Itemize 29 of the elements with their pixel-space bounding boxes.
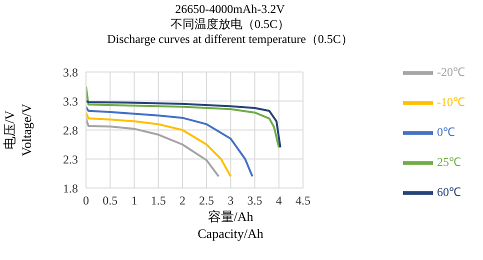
x-tick-label: 0.5 — [102, 194, 118, 208]
legend-label: 25℃ — [437, 154, 461, 169]
x-tick-label: 2 — [179, 194, 186, 208]
y-tick-label: 1.8 — [63, 181, 78, 196]
x-tick-label: 4 — [276, 194, 282, 208]
x-tick-label: 3 — [228, 194, 234, 208]
y-tick-label: 3.8 — [63, 65, 78, 80]
chart-subtitle: 不同温度放电（0.5C） Discharge curves at different temperature（0.5C） — [106, 17, 354, 47]
line-series — [86, 117, 220, 178]
x-tick-label: 1 — [131, 194, 138, 208]
x-tick-label: 1.5 — [150, 194, 166, 208]
legend-label: -20℃ — [437, 64, 465, 79]
x-tick-label: 0 — [83, 194, 89, 208]
line-series — [86, 86, 280, 148]
y-tick-label: 3.3 — [63, 94, 78, 108]
chart-title: 26650-4000mAh-3.2V — [174, 2, 286, 17]
x-axis-title: 容量/Ah Capacity/Ah — [196, 208, 264, 242]
legend-label: -10℃ — [437, 94, 465, 109]
y-axis-title: 电压/V Voltage/V — [1, 102, 35, 158]
legend-label: 60℃ — [437, 184, 461, 199]
x-tick-label: 3.5 — [247, 194, 262, 208]
line-series — [86, 112, 232, 178]
x-tick-label: 2.5 — [199, 194, 214, 208]
y-tick-label: 2.8 — [63, 123, 78, 138]
x-tick-label: 4.5 — [296, 194, 310, 208]
line-series — [86, 100, 282, 148]
line-series — [86, 106, 254, 178]
legend-label: 0℃ — [437, 124, 455, 139]
y-tick-label: 2.3 — [63, 152, 78, 166]
